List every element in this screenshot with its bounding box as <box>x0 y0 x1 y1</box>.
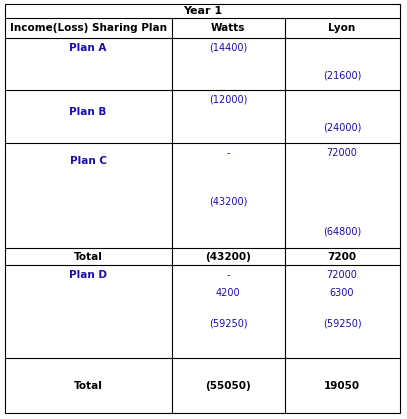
Text: -: - <box>226 270 230 280</box>
Text: Total: Total <box>74 251 103 261</box>
Text: (59250): (59250) <box>209 318 247 328</box>
Text: Plan B: Plan B <box>69 107 107 117</box>
Text: Plan A: Plan A <box>69 43 107 53</box>
Text: 4200: 4200 <box>216 288 240 298</box>
Text: (64800): (64800) <box>323 226 361 236</box>
Text: (14400): (14400) <box>209 43 247 53</box>
Text: Plan C: Plan C <box>70 156 107 166</box>
Text: Income(Loss) Sharing Plan: Income(Loss) Sharing Plan <box>9 23 166 33</box>
Text: (43200): (43200) <box>209 196 247 206</box>
Text: (55050): (55050) <box>205 380 251 391</box>
Text: (59250): (59250) <box>323 318 361 328</box>
Text: (21600): (21600) <box>323 71 361 81</box>
Text: 72000: 72000 <box>326 148 357 158</box>
Text: Lyon: Lyon <box>328 23 356 33</box>
Text: Plan D: Plan D <box>69 270 107 280</box>
Text: (43200): (43200) <box>205 251 251 261</box>
Text: (12000): (12000) <box>209 95 247 105</box>
Text: 19050: 19050 <box>324 380 360 391</box>
Text: Year 1: Year 1 <box>183 6 222 16</box>
Text: 72000: 72000 <box>326 270 357 280</box>
Text: -: - <box>226 148 230 158</box>
Text: Watts: Watts <box>211 23 245 33</box>
Text: 7200: 7200 <box>328 251 357 261</box>
Text: 6300: 6300 <box>330 288 354 298</box>
Text: (24000): (24000) <box>323 123 361 133</box>
Text: Total: Total <box>74 380 103 391</box>
